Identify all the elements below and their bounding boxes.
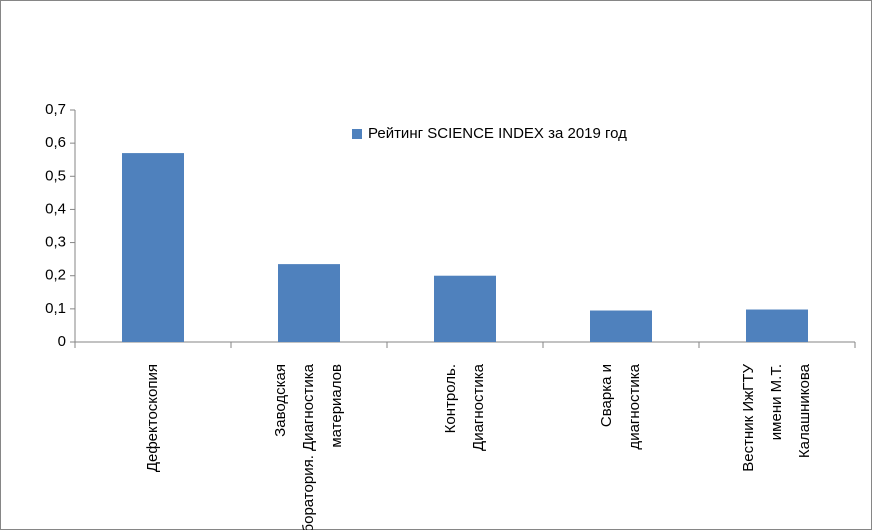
x-tick-label: имени М.Т. — [768, 364, 785, 440]
bar — [746, 309, 808, 342]
bar — [434, 275, 496, 342]
y-tick-label: 0,1 — [45, 300, 66, 317]
x-tick-label: Сварка и — [598, 364, 615, 427]
x-tick-label: лаборатория. Диагностика — [300, 363, 317, 530]
legend-swatch — [352, 129, 362, 139]
y-tick-label: 0,5 — [45, 167, 66, 184]
y-tick-label: 0,6 — [45, 134, 66, 151]
x-tick-label: Вестник ИжГТУ — [740, 364, 757, 472]
bar — [122, 153, 184, 342]
x-tick-label: Дефектоскопия — [144, 364, 161, 472]
y-tick-label: 0 — [58, 333, 66, 350]
bar — [590, 310, 652, 342]
y-tick-label: 0,4 — [45, 200, 66, 217]
y-tick-label: 0,2 — [45, 267, 66, 284]
y-tick-label: 0,3 — [45, 234, 66, 251]
x-tick-label: материалов — [328, 364, 345, 448]
bar — [278, 264, 340, 342]
legend-label: Рейтинг SCIENCE INDEX за 2019 год — [368, 125, 627, 142]
x-tick-label: диагностика — [626, 363, 643, 449]
x-tick-label: Заводская — [272, 364, 289, 437]
x-tick-label: Контроль. — [442, 364, 459, 433]
x-tick-label: Диагностика — [470, 363, 487, 451]
x-tick-label: Калашникова — [796, 363, 813, 458]
y-tick-label: 0,7 — [45, 101, 66, 118]
